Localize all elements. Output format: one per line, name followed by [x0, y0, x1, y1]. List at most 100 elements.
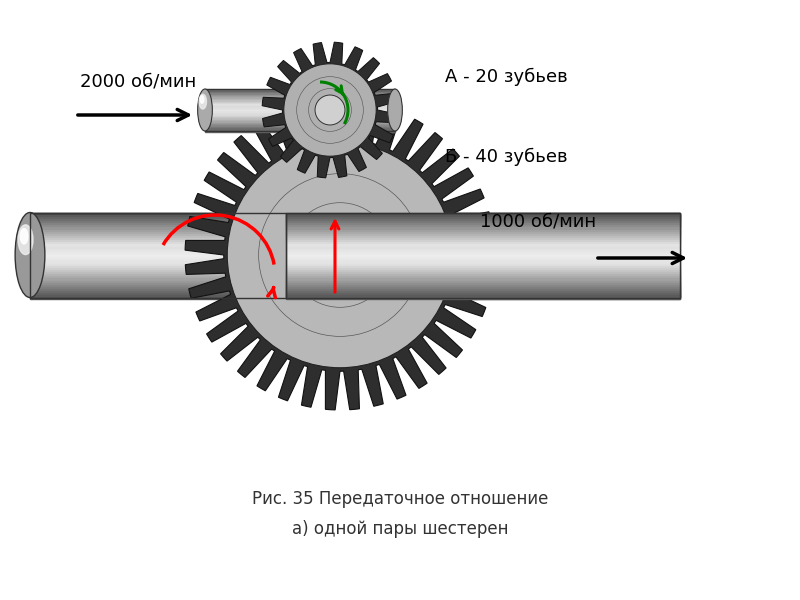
Bar: [286, 272, 680, 275]
Bar: [30, 268, 680, 271]
Bar: [30, 240, 680, 243]
Bar: [286, 253, 680, 256]
Ellipse shape: [200, 96, 204, 103]
Bar: [30, 274, 680, 277]
Bar: [30, 247, 680, 250]
Bar: [286, 285, 680, 288]
Text: А - 20 зубьев: А - 20 зубьев: [445, 68, 568, 86]
Bar: [30, 242, 680, 245]
Bar: [30, 248, 680, 252]
Bar: [30, 289, 680, 292]
Bar: [205, 125, 395, 128]
Bar: [286, 217, 680, 220]
Text: Б - 40 зубьев: Б - 40 зубьев: [445, 148, 568, 166]
Bar: [30, 263, 680, 266]
Bar: [30, 255, 680, 258]
Bar: [286, 232, 680, 235]
Bar: [30, 217, 680, 220]
Bar: [205, 114, 395, 116]
Bar: [205, 103, 395, 106]
Bar: [205, 101, 395, 104]
Bar: [286, 236, 680, 239]
Bar: [286, 283, 680, 286]
Bar: [30, 212, 680, 298]
Bar: [286, 255, 680, 258]
Text: 2000 об/мин: 2000 об/мин: [80, 72, 196, 90]
Bar: [286, 289, 680, 292]
Bar: [286, 225, 680, 229]
Bar: [286, 259, 680, 262]
Bar: [205, 122, 395, 125]
Bar: [286, 276, 680, 280]
Bar: [30, 276, 680, 280]
Bar: [205, 97, 395, 100]
Bar: [205, 92, 395, 94]
Bar: [286, 295, 680, 298]
Bar: [286, 268, 680, 271]
Bar: [286, 223, 680, 226]
Bar: [30, 244, 680, 247]
Bar: [286, 262, 680, 265]
Bar: [205, 128, 395, 131]
Polygon shape: [185, 100, 495, 410]
Bar: [286, 248, 680, 252]
Bar: [30, 272, 680, 275]
Bar: [286, 240, 680, 243]
Bar: [30, 223, 680, 226]
Bar: [286, 293, 680, 296]
Bar: [30, 285, 680, 288]
Bar: [205, 110, 395, 112]
Bar: [205, 130, 395, 132]
Bar: [286, 278, 680, 281]
Bar: [205, 91, 395, 93]
Bar: [205, 95, 395, 97]
Bar: [286, 215, 680, 218]
Bar: [30, 238, 680, 241]
Bar: [30, 236, 680, 239]
Bar: [205, 107, 395, 110]
Bar: [205, 104, 395, 107]
Bar: [30, 262, 680, 265]
Bar: [286, 263, 680, 266]
Text: 1000 об/мин: 1000 об/мин: [480, 212, 596, 230]
Bar: [286, 227, 680, 230]
Ellipse shape: [199, 94, 206, 109]
Circle shape: [315, 95, 345, 125]
Bar: [286, 280, 680, 284]
Bar: [286, 238, 680, 241]
Bar: [286, 257, 680, 260]
Bar: [286, 234, 680, 237]
Ellipse shape: [15, 212, 45, 298]
Bar: [205, 127, 395, 129]
Bar: [30, 257, 680, 260]
Bar: [205, 96, 395, 98]
Circle shape: [309, 224, 371, 286]
Bar: [30, 253, 680, 256]
Bar: [30, 283, 680, 286]
Bar: [205, 113, 395, 115]
Bar: [30, 251, 680, 254]
Bar: [286, 270, 680, 273]
Ellipse shape: [388, 89, 402, 131]
Bar: [30, 227, 680, 230]
Bar: [286, 221, 680, 224]
Bar: [30, 221, 680, 224]
Bar: [286, 229, 680, 233]
Bar: [286, 266, 680, 269]
Bar: [286, 219, 680, 222]
Bar: [286, 242, 680, 245]
Bar: [30, 278, 680, 281]
Bar: [205, 89, 395, 91]
Bar: [30, 212, 680, 215]
Bar: [286, 251, 680, 254]
Bar: [30, 234, 680, 237]
Bar: [30, 287, 680, 290]
Bar: [205, 117, 395, 119]
Bar: [30, 266, 680, 269]
Bar: [205, 100, 395, 103]
Ellipse shape: [198, 89, 212, 131]
Bar: [30, 293, 680, 296]
Bar: [286, 244, 680, 247]
Bar: [205, 120, 395, 122]
Text: а) одной пары шестерен: а) одной пары шестерен: [292, 520, 508, 538]
